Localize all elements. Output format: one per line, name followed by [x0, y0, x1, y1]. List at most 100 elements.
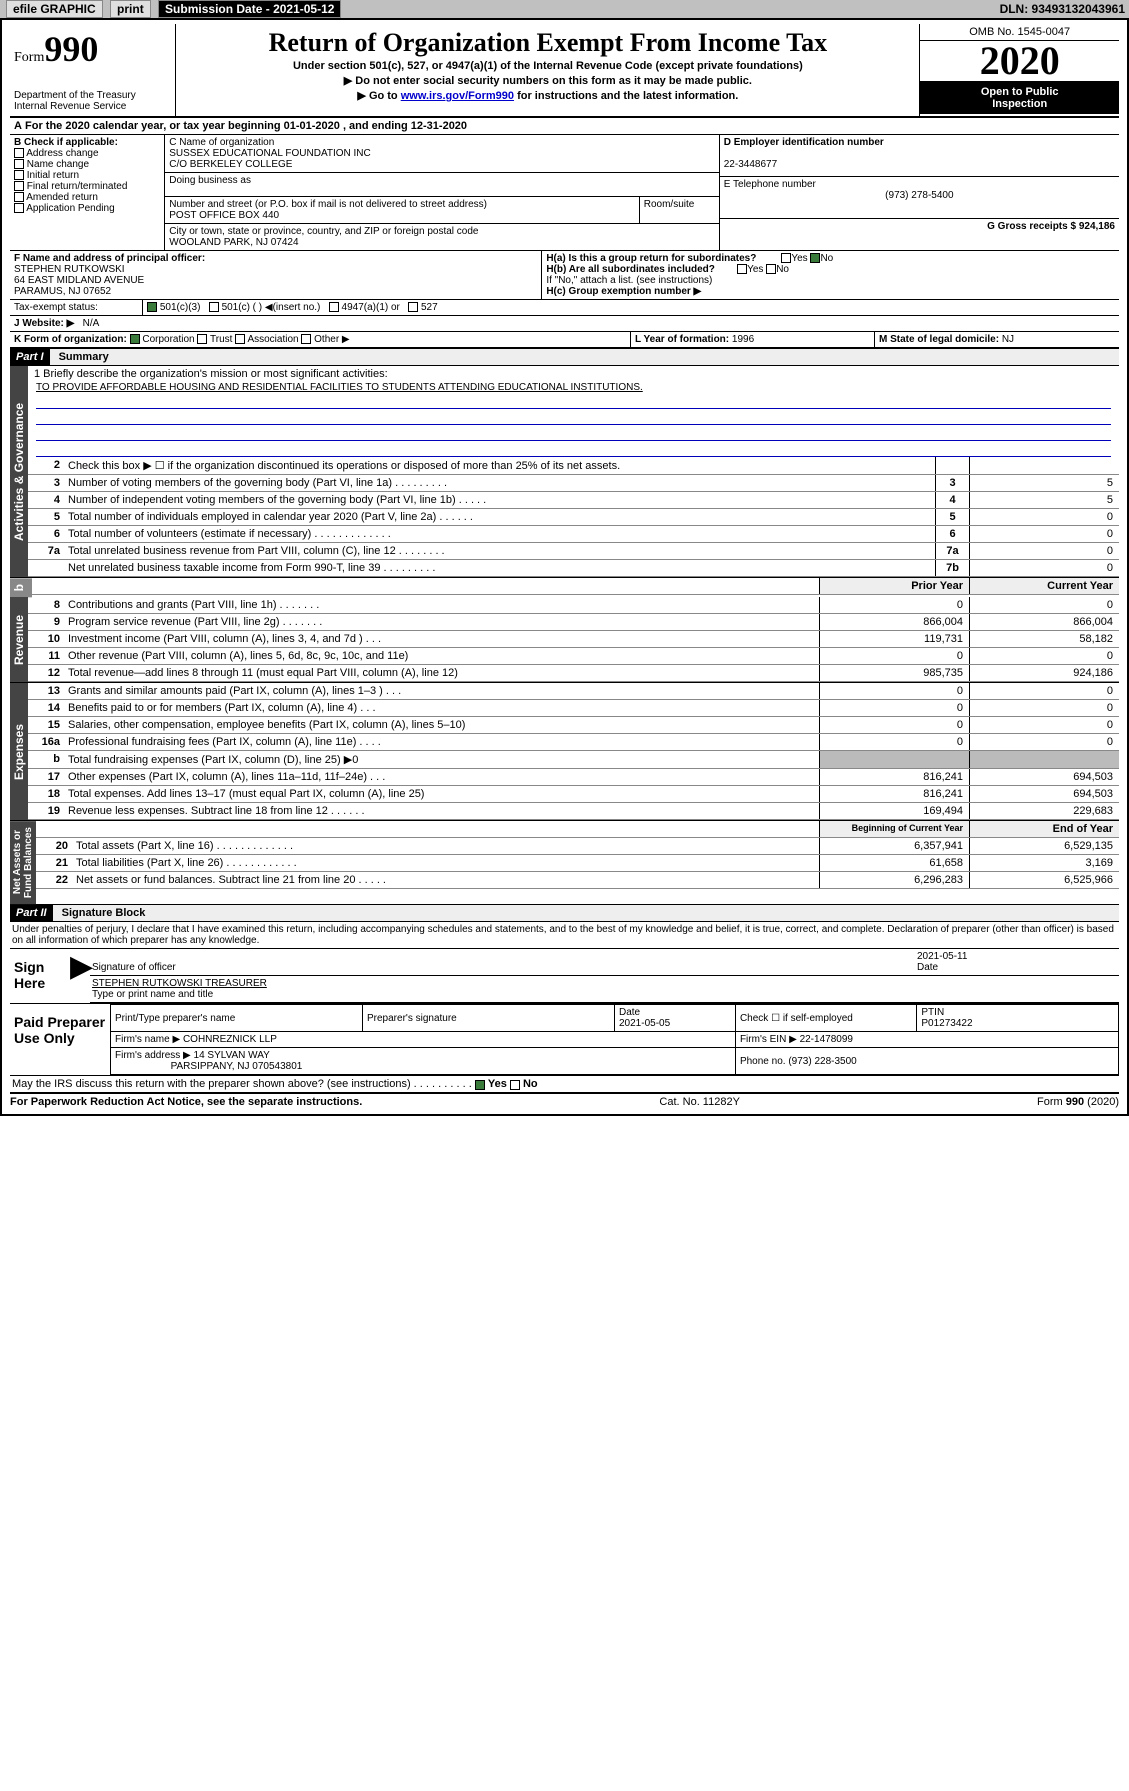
box-k-label: K Form of organization:	[14, 334, 127, 345]
line-box: 4	[935, 492, 969, 508]
box-b-header: B Check if applicable:	[14, 137, 118, 148]
ck-address[interactable]: Address change	[26, 148, 98, 159]
line-desc: Other expenses (Part IX, column (A), lin…	[64, 769, 819, 785]
line-desc: Total number of individuals employed in …	[64, 509, 935, 525]
prep-sig-label: Preparer's signature	[363, 1005, 615, 1032]
line-num	[28, 560, 64, 576]
hb-no[interactable]: No	[776, 264, 789, 275]
irs-link[interactable]: www.irs.gov/Form990	[401, 90, 514, 102]
officer-printed-name: STEPHEN RUTKOWSKI TREASURER	[92, 978, 267, 989]
prior-val: 0	[819, 648, 969, 664]
line-val: 0	[969, 543, 1119, 559]
officer-name: STEPHEN RUTKOWSKI	[14, 264, 125, 275]
ck-4947[interactable]: 4947(a)(1) or	[342, 302, 400, 313]
current-val: 866,004	[969, 614, 1119, 630]
current-val: 6,529,135	[969, 838, 1119, 854]
part1-title: Summary	[53, 349, 115, 365]
ck-501c[interactable]: 501(c) ( ) ◀(insert no.)	[222, 302, 321, 313]
end-year-header: End of Year	[969, 821, 1119, 837]
prior-val: 816,241	[819, 769, 969, 785]
line-num: 19	[28, 803, 64, 819]
telephone: (973) 278-5400	[724, 190, 1115, 201]
prior-val: 0	[819, 717, 969, 733]
box-l-label: L Year of formation:	[635, 334, 729, 345]
ha-no[interactable]: No	[820, 253, 833, 264]
line-desc: Revenue less expenses. Subtract line 18 …	[64, 803, 819, 819]
subtitle-2: ▶ Do not enter social security numbers o…	[180, 74, 915, 87]
line-num: 15	[28, 717, 64, 733]
ck-initial[interactable]: Initial return	[27, 170, 79, 181]
current-val: 3,169	[969, 855, 1119, 871]
ck-amended[interactable]: Amended return	[26, 192, 98, 203]
ck-name[interactable]: Name change	[27, 159, 89, 170]
officer-addr1: 64 EAST MIDLAND AVENUE	[14, 275, 144, 286]
ck-trust[interactable]: Trust	[210, 334, 232, 345]
firm-phone: (973) 228-3500	[788, 1056, 856, 1067]
box-f-label: F Name and address of principal officer:	[14, 253, 205, 264]
current-val: 0	[969, 700, 1119, 716]
ck-other[interactable]: Other ▶	[314, 334, 349, 345]
ck-final[interactable]: Final return/terminated	[27, 181, 128, 192]
prior-val: 0	[819, 597, 969, 613]
box-e-label: E Telephone number	[724, 179, 816, 190]
sub3-post: for instructions and the latest informat…	[514, 90, 738, 102]
current-val: 694,503	[969, 769, 1119, 785]
ck-pending[interactable]: Application Pending	[26, 203, 114, 214]
prior-val: 0	[819, 700, 969, 716]
firm-name-label: Firm's name ▶	[115, 1034, 180, 1045]
line-num: 18	[28, 786, 64, 802]
line-box: 5	[935, 509, 969, 525]
hb-yes[interactable]: Yes	[747, 264, 763, 275]
discuss-no[interactable]: No	[523, 1078, 538, 1090]
sign-here-label: Sign Here	[10, 949, 70, 1003]
line-box: 7b	[935, 560, 969, 576]
ein: 22-3448677	[724, 159, 777, 170]
form-container: Form990 Department of the Treasury Inter…	[0, 18, 1129, 1116]
ck-association[interactable]: Association	[247, 334, 298, 345]
box-g-label: G Gross receipts $	[987, 221, 1076, 232]
line-num: 13	[28, 683, 64, 699]
ha-yes[interactable]: Yes	[791, 253, 807, 264]
line-desc: Number of voting members of the governin…	[64, 475, 935, 491]
form-number: 990	[44, 29, 98, 69]
submission-date: Submission Date - 2021-05-12	[158, 0, 341, 18]
line-val: 0	[969, 526, 1119, 542]
current-year-header: Current Year	[969, 578, 1119, 594]
ck-527[interactable]: 527	[421, 302, 438, 313]
efile-button[interactable]: efile GRAPHIC	[6, 0, 103, 18]
prior-val: 0	[819, 734, 969, 750]
tab-governance: Activities & Governance	[10, 366, 28, 577]
ck-corporation[interactable]: Corporation	[142, 334, 194, 345]
form-title: Return of Organization Exempt From Incom…	[180, 28, 915, 58]
prep-date: 2021-05-05	[619, 1018, 670, 1029]
line-desc: Total number of volunteers (estimate if …	[64, 526, 935, 542]
line-num: 20	[36, 838, 72, 854]
begin-year-header: Beginning of Current Year	[819, 821, 969, 837]
part1-header: Part I	[10, 349, 50, 365]
line-desc: Check this box ▶ ☐ if the organization d…	[64, 457, 935, 474]
firm-addr2: PARSIPPANY, NJ 070543801	[171, 1061, 303, 1072]
top-bar: efile GRAPHIC print Submission Date - 20…	[0, 0, 1129, 18]
mission-question: 1 Briefly describe the organization's mi…	[28, 366, 1119, 382]
prior-val: 6,357,941	[819, 838, 969, 854]
print-button[interactable]: print	[110, 0, 151, 18]
prep-name-label: Print/Type preparer's name	[111, 1005, 363, 1032]
line-num: 16a	[28, 734, 64, 750]
mission-text: TO PROVIDE AFFORDABLE HOUSING AND RESIDE…	[28, 382, 1119, 393]
box-hc: H(c) Group exemption number ▶	[546, 286, 701, 297]
current-val: 6,525,966	[969, 872, 1119, 888]
line-val: 5	[969, 475, 1119, 491]
ck-501c3[interactable]: 501(c)(3)	[160, 302, 201, 313]
line-num: 22	[36, 872, 72, 888]
room-suite-label: Room/suite	[639, 197, 719, 223]
line-num: 9	[28, 614, 64, 630]
line-desc: Total assets (Part X, line 16) . . . . .…	[72, 838, 819, 854]
tab-revenue: Revenue	[10, 597, 28, 682]
current-val: 0	[969, 597, 1119, 613]
footer-right: Form 990 (2020)	[1037, 1096, 1119, 1108]
discuss-yes[interactable]: Yes	[488, 1078, 507, 1090]
box-c-name-label: C Name of organization	[169, 137, 274, 148]
prior-val: 6,296,283	[819, 872, 969, 888]
tax-exempt-label: Tax-exempt status:	[10, 300, 143, 315]
box-hb: H(b) Are all subordinates included?	[546, 264, 715, 275]
